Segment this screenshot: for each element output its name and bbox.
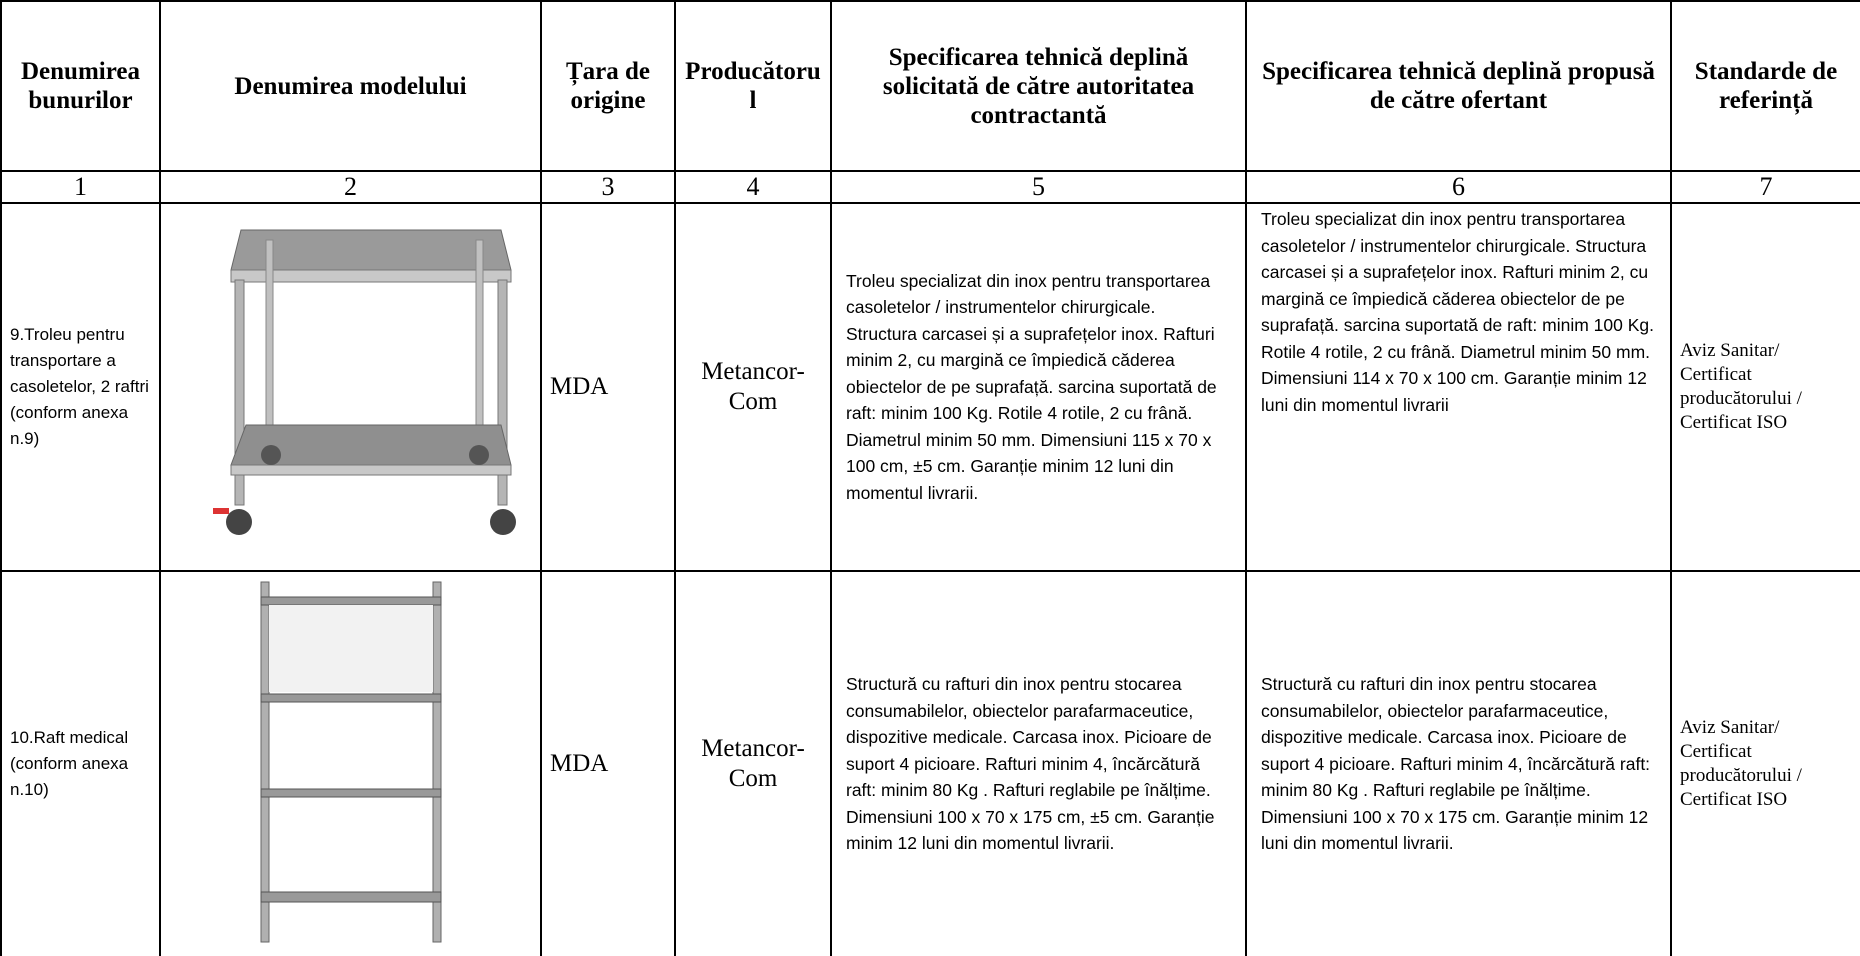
header-cell: Țara de origine xyxy=(540,0,676,172)
model-image-cell xyxy=(159,202,542,572)
header-row: Denumirea bunurilor Denumirea modelului … xyxy=(0,0,1860,172)
producer: Metancor-Com xyxy=(674,202,832,572)
column-number: 2 xyxy=(159,170,542,204)
header-cell: Producătorul xyxy=(674,0,832,172)
header-cell: Specificarea tehnică deplină propusă de … xyxy=(1245,0,1672,172)
producer: Metancor-Com xyxy=(674,570,832,956)
item-row: 10.Raft medical (conform anexa n.10) MDA… xyxy=(0,570,1860,956)
standards: Aviz Sanitar/ Certificat producătorului … xyxy=(1670,202,1860,572)
spec-offered: Structură cu rafturi din inox pentru sto… xyxy=(1245,570,1672,956)
spec-requested: Troleu specializat din inox pentru trans… xyxy=(830,202,1247,572)
number-row: 1 2 3 4 5 6 7 xyxy=(0,170,1860,204)
header-cell: Standarde de referință xyxy=(1670,0,1860,172)
spec-requested: Structură cu rafturi din inox pentru sto… xyxy=(830,570,1247,956)
header-cell: Denumirea modelului xyxy=(159,0,542,172)
header-cell: Specificarea tehnică deplină solicitată … xyxy=(830,0,1247,172)
origin: MDA xyxy=(540,202,676,572)
item-name: 9.Troleu pentru transportare a casoletel… xyxy=(0,202,161,572)
column-number: 5 xyxy=(830,170,1247,204)
column-number: 4 xyxy=(674,170,832,204)
column-number: 1 xyxy=(0,170,161,204)
standards: Aviz Sanitar/ Certificat producătorului … xyxy=(1670,570,1860,956)
trolley-image xyxy=(212,229,516,535)
column-number: 6 xyxy=(1245,170,1672,204)
column-number: 3 xyxy=(540,170,676,204)
item-row: 9.Troleu pentru transportare a casoletel… xyxy=(0,202,1860,572)
spec-offered: Troleu specializat din inox pentru trans… xyxy=(1245,202,1672,572)
header-cell: Denumirea bunurilor xyxy=(0,0,161,172)
shelf-image xyxy=(260,581,441,942)
origin: MDA xyxy=(540,570,676,956)
model-image-cell xyxy=(159,570,542,956)
column-number: 7 xyxy=(1670,170,1860,204)
item-name: 10.Raft medical (conform anexa n.10) xyxy=(0,570,161,956)
